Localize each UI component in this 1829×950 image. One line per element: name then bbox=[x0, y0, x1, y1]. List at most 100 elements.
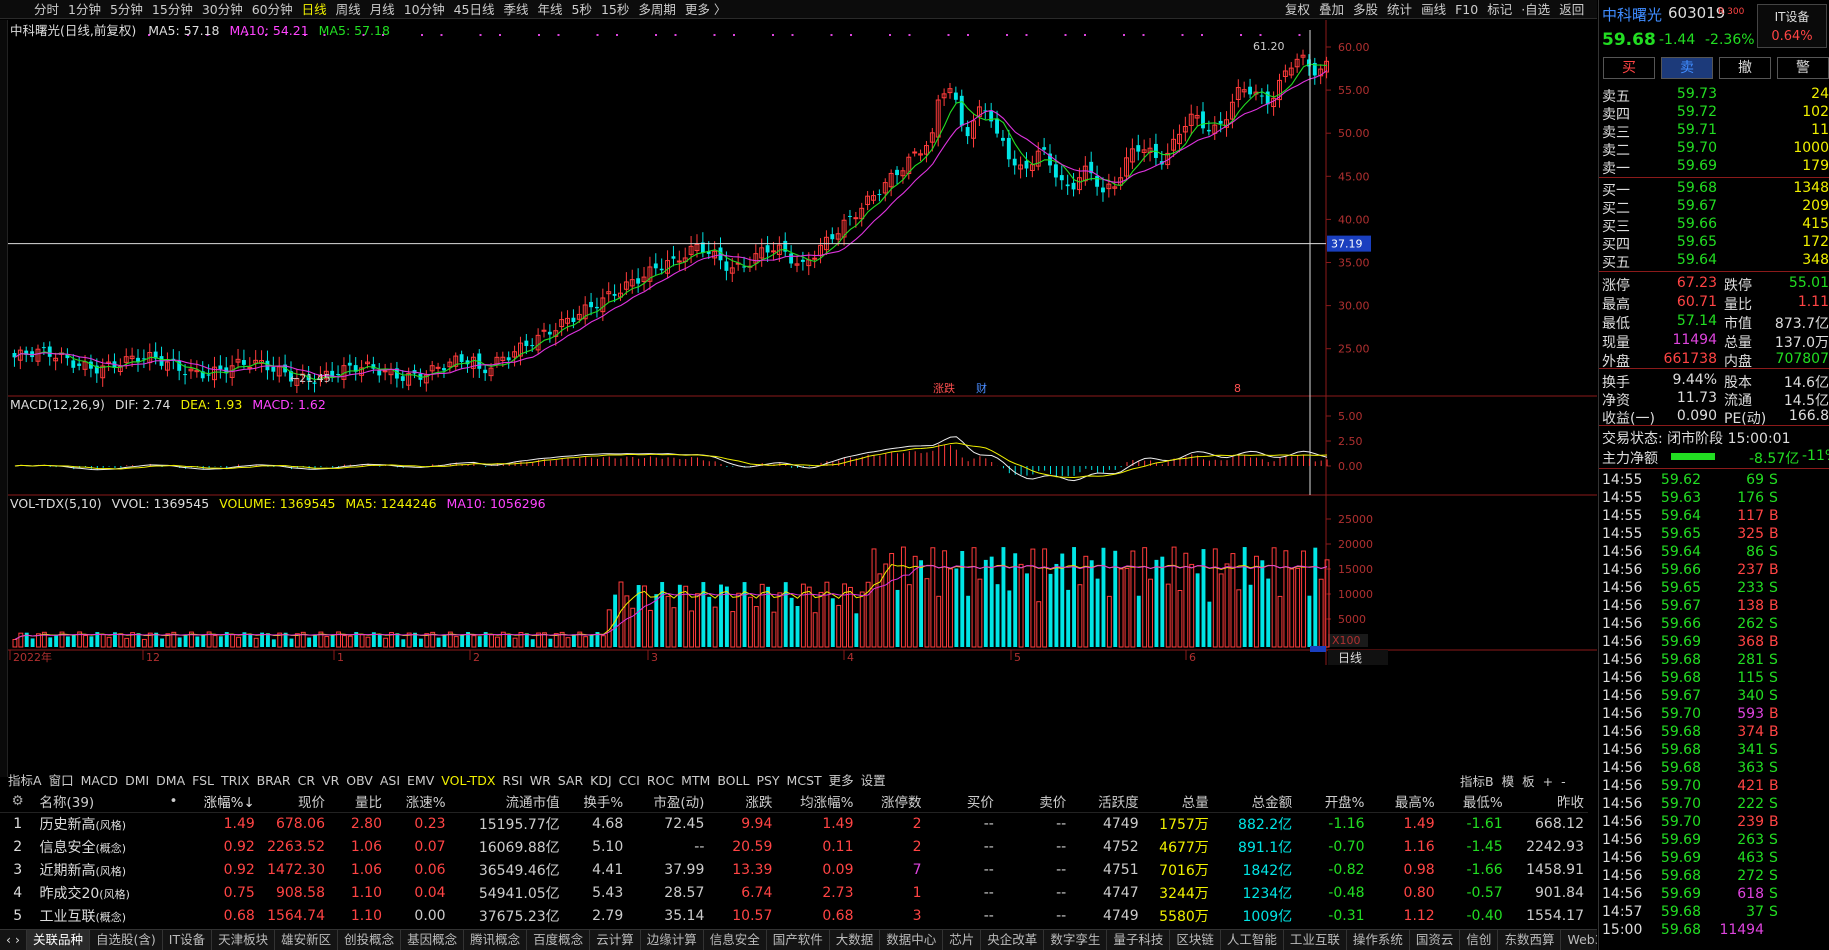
indicator-tab-25[interactable]: 设置 bbox=[860, 773, 886, 788]
indicator-tab-3[interactable]: DMI bbox=[125, 773, 150, 788]
indicator-tab-9[interactable]: VR bbox=[322, 773, 340, 788]
indicator-tab-6[interactable]: TRIX bbox=[221, 773, 250, 788]
bottom-tab-5[interactable]: 创投概念 bbox=[338, 930, 402, 950]
col-header-9[interactable]: 涨跌 bbox=[708, 790, 777, 813]
bottom-tab-16[interactable]: 央企改革 bbox=[981, 930, 1045, 950]
period-tab-16[interactable]: 更多 〉 bbox=[684, 2, 727, 17]
indicator-right-4[interactable]: - bbox=[1561, 774, 1566, 789]
indicator-tab-18[interactable]: CCI bbox=[618, 773, 640, 788]
tool-button-0[interactable]: 复权 bbox=[1285, 2, 1311, 17]
tool-button-1[interactable]: 叠加 bbox=[1319, 2, 1345, 17]
period-tab-13[interactable]: 5秒 bbox=[571, 2, 592, 17]
indicator-right-2[interactable]: 板 bbox=[1522, 774, 1535, 789]
indicator-tab-20[interactable]: MTM bbox=[681, 773, 711, 788]
table-row[interactable]: 4 昨成交20(风格) 0.75 908.58 1.10 0.04 54941.05亿 5.4… bbox=[0, 881, 1588, 904]
indicator-tab-8[interactable]: CR bbox=[297, 773, 316, 788]
col-header-18[interactable]: 最高% bbox=[1368, 790, 1439, 813]
tool-button-3[interactable]: 统计 bbox=[1387, 2, 1413, 17]
indicator-right-1[interactable]: 模 bbox=[1501, 774, 1515, 789]
col-header-2[interactable]: 涨幅%↓ bbox=[188, 790, 259, 813]
indicator-tab-0[interactable]: 指标A bbox=[8, 773, 42, 788]
indicator-tab-24[interactable]: 更多 bbox=[828, 773, 854, 788]
col-header-4[interactable]: 量比 bbox=[328, 790, 386, 813]
bottom-tab-23[interactable]: 国资云 bbox=[1410, 930, 1461, 950]
period-tab-14[interactable]: 15秒 bbox=[600, 2, 630, 17]
col-header-19[interactable]: 最低% bbox=[1438, 790, 1507, 813]
indicator-tab-19[interactable]: ROC bbox=[646, 773, 675, 788]
period-tab-0[interactable]: 分时 bbox=[34, 2, 60, 17]
indicator-tab-15[interactable]: WR bbox=[529, 773, 551, 788]
kline-chart-area[interactable]: 60.00 55.00 50.00 45.00 40.00 35.00 30.00 25.00… bbox=[8, 20, 1597, 777]
row-name[interactable]: 工业互联(概念) bbox=[39, 904, 162, 927]
indicator-tab-11[interactable]: ASI bbox=[379, 773, 401, 788]
col-header-8[interactable]: 市盈(动) bbox=[627, 790, 709, 813]
period-tab-15[interactable]: 多周期 bbox=[638, 2, 676, 17]
indicator-tab-7[interactable]: BRAR bbox=[256, 773, 291, 788]
bottom-tab-22[interactable]: 操作系统 bbox=[1347, 930, 1410, 950]
col-header-11[interactable]: 涨停数 bbox=[857, 790, 926, 813]
bottom-tab-4[interactable]: 雄安新区 bbox=[275, 930, 339, 950]
bottom-tab-20[interactable]: 人工智能 bbox=[1221, 930, 1284, 950]
indicator-right-3[interactable]: + bbox=[1542, 774, 1554, 789]
col-header-15[interactable]: 总量 bbox=[1142, 790, 1213, 813]
bottom-tab-17[interactable]: 数字孪生 bbox=[1044, 930, 1108, 950]
col-header-16[interactable]: 总金额 bbox=[1212, 790, 1297, 813]
col-header-1[interactable]: • bbox=[162, 790, 189, 813]
bottom-tab-0[interactable]: 关联品种 bbox=[26, 930, 90, 950]
indicator-tab-21[interactable]: BOLL bbox=[717, 773, 750, 788]
col-header-3[interactable]: 现价 bbox=[258, 790, 329, 813]
bottom-tab-14[interactable]: 数据中心 bbox=[880, 930, 944, 950]
period-tab-4[interactable]: 30分钟 bbox=[201, 2, 243, 17]
indicator-tab-5[interactable]: FSL bbox=[192, 773, 215, 788]
tool-button-5[interactable]: F10 bbox=[1455, 2, 1479, 17]
period-tab-7[interactable]: 周线 bbox=[335, 2, 361, 17]
indicator-tab-14[interactable]: RSI bbox=[502, 773, 523, 788]
period-tab-11[interactable]: 季线 bbox=[503, 2, 529, 17]
period-tab-8[interactable]: 月线 bbox=[369, 2, 395, 17]
tool-button-6[interactable]: 标记 bbox=[1487, 2, 1513, 17]
bottom-tab-11[interactable]: 信息安全 bbox=[704, 930, 767, 950]
indicator-tab-1[interactable]: 窗口 bbox=[48, 773, 74, 788]
indicator-tab-17[interactable]: KDJ bbox=[590, 773, 612, 788]
sector-box[interactable]: IT设备 0.64% bbox=[1757, 4, 1827, 48]
table-row[interactable]: 1 历史新高(风格) 1.49 678.06 2.80 0.23 15195.77亿 4.68… bbox=[0, 812, 1588, 835]
bottom-tab-1[interactable]: 自选股(含) bbox=[90, 930, 163, 950]
trade-button-0[interactable]: 买 bbox=[1603, 57, 1655, 79]
table-row[interactable]: 5 工业互联(概念) 0.68 1564.74 1.10 0.00 37675.23亿 2.7… bbox=[0, 904, 1588, 927]
table-row[interactable]: 3 近期新高(风格) 0.92 1472.30 1.06 0.06 36549.46亿 4.4… bbox=[0, 858, 1588, 881]
indicator-tab-10[interactable]: OBV bbox=[346, 773, 373, 788]
bottom-tab-9[interactable]: 云计算 bbox=[590, 930, 641, 950]
row-name[interactable]: 历史新高(风格) bbox=[39, 812, 162, 835]
col-header-12[interactable]: 买价 bbox=[925, 790, 998, 813]
bottom-tab-7[interactable]: 腾讯概念 bbox=[464, 930, 528, 950]
bottom-tab-8[interactable]: 百度概念 bbox=[527, 930, 591, 950]
col-header-20[interactable]: 昨收 bbox=[1506, 790, 1588, 813]
col-header-5[interactable]: 涨速% bbox=[386, 790, 450, 813]
nav-arrows[interactable]: ‹ › bbox=[0, 930, 27, 950]
period-tab-6[interactable]: 日线 bbox=[301, 2, 327, 17]
indicator-right-0[interactable]: 指标B bbox=[1460, 774, 1494, 789]
indicator-tab-12[interactable]: EMV bbox=[407, 773, 435, 788]
indicator-tab-16[interactable]: SAR bbox=[557, 773, 584, 788]
tool-button-8[interactable]: 返回 bbox=[1559, 2, 1585, 17]
tool-button-2[interactable]: 多股 bbox=[1353, 2, 1379, 17]
bottom-tab-15[interactable]: 芯片 bbox=[943, 930, 982, 950]
left-collapse-strip[interactable] bbox=[0, 20, 8, 777]
period-tab-9[interactable]: 10分钟 bbox=[403, 2, 445, 17]
period-tab-1[interactable]: 1分钟 bbox=[68, 2, 101, 17]
col-header-17[interactable]: 开盘% bbox=[1296, 790, 1369, 813]
period-tab-5[interactable]: 60分钟 bbox=[251, 2, 293, 17]
period-tab-10[interactable]: 45日线 bbox=[453, 2, 495, 17]
bottom-tab-26[interactable]: Web3概念 bbox=[1561, 930, 1597, 950]
bottom-tab-25[interactable]: 东数西算 bbox=[1498, 930, 1562, 950]
indicator-tab-4[interactable]: DMA bbox=[156, 773, 186, 788]
bottom-tab-18[interactable]: 量子科技 bbox=[1107, 930, 1171, 950]
tool-button-7[interactable]: ·自选 bbox=[1521, 2, 1551, 17]
col-header-14[interactable]: 活跃度 bbox=[1070, 790, 1143, 813]
bottom-tab-6[interactable]: 基因概念 bbox=[401, 930, 465, 950]
row-name[interactable]: 近期新高(风格) bbox=[39, 858, 162, 881]
bottom-tab-13[interactable]: 大数据 bbox=[830, 930, 881, 950]
col-header-10[interactable]: 均涨幅% bbox=[776, 790, 858, 813]
bottom-tab-21[interactable]: 工业互联 bbox=[1284, 930, 1347, 950]
settings-gear-icon[interactable]: ⚙ bbox=[0, 790, 40, 813]
